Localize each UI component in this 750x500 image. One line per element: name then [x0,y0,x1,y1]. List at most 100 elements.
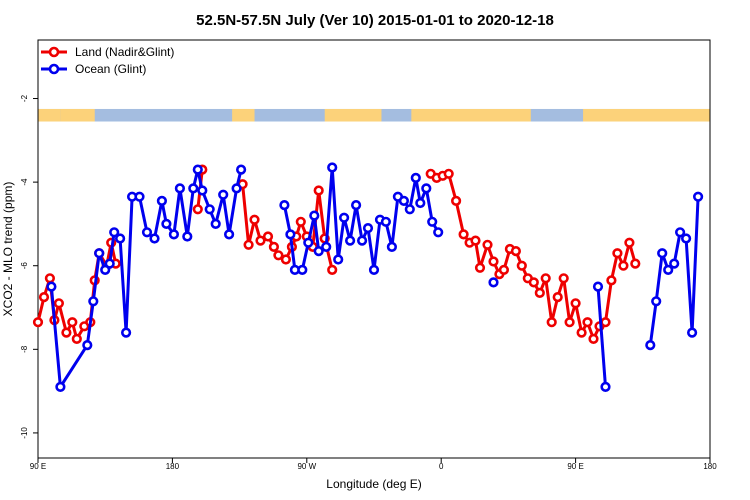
ocean-series-line [49,168,243,389]
land-data-point [630,258,641,269]
ocean-data-point [88,296,99,307]
ocean-data-point [309,210,320,221]
legend-land-marker [48,46,60,58]
x-tick-label: 90 E [30,462,46,471]
land-data-point [443,168,454,179]
ocean-data-point [415,197,426,209]
series-ocean [46,162,704,393]
land-data-point [552,292,563,303]
ocean-data-point [182,231,193,242]
ocean-data-point [321,241,332,252]
land-data-point [243,239,254,250]
x-axis: 90 E 180 90 W 0 90 E 180 [30,458,717,471]
band-land-fill [583,108,710,122]
ocean-data-point [410,172,421,183]
land-ocean-band [38,108,710,122]
y-tick-label: -10 [20,427,29,439]
ocean-series-line [648,196,700,346]
ocean-data-point [192,164,203,175]
x-axis-label: Longitude (deg E) [326,477,421,491]
y-tick-label: -6 [20,262,29,270]
ocean-data-point [46,281,57,292]
ocean-data-point [168,229,179,240]
land-data-point [624,237,635,248]
y-tick-label: -2 [20,94,29,102]
ocean-data-point [141,227,153,238]
ocean-data-point [114,233,126,244]
ocean-data-point [218,189,229,200]
ocean-data-point [645,340,656,351]
ocean-data-point [285,229,296,240]
land-data-point [249,214,260,225]
y-tick-label: -8 [20,345,29,353]
band-land-fill [411,108,531,122]
ocean-data-point [134,191,145,202]
land-data-point [53,298,65,309]
plot-frame [37,39,711,459]
land-data-point [71,333,82,345]
land-data-point [262,231,274,242]
land-data-point [255,235,266,246]
ocean-data-point [427,216,438,227]
ocean-data-point [327,162,338,173]
ocean-data-point [380,216,392,227]
land-data-point [558,273,569,284]
ocean-data-point [297,264,308,276]
ocean-data-point [357,235,368,246]
ocean-data-point [236,164,247,175]
ocean-data-point [104,258,115,269]
band-land-fill [232,108,255,122]
ocean-data-point [398,195,410,206]
legend-item-ocean: Ocean (Glint) [41,62,146,76]
ocean-data-point [345,235,356,246]
ocean-data-point [663,264,674,276]
land-data-point [534,287,545,299]
land-data-point [273,250,284,261]
ocean-data-point [368,264,380,276]
ocean-data-point [651,296,662,307]
ocean-data-point [55,381,66,393]
ocean-data-point [303,237,314,248]
x-tick-label: 0 [439,462,444,471]
land-data-point [546,317,557,328]
ocean-data-point [197,185,208,196]
y-axis-label: XCO2 - MLO trend (ppm) [1,182,15,317]
legend-land-label: Land (Nadir&Glint) [75,45,174,59]
land-data-point [570,298,581,309]
ocean-series-line [596,286,607,388]
series-layer [32,162,704,393]
ocean-data-point [279,200,290,211]
land-data-point [540,273,551,284]
ocean-data-point [686,327,698,338]
ocean-data-point [600,381,611,393]
ocean-data-point [161,218,172,229]
band-land-fill [324,108,382,122]
ocean-data-point [351,200,362,211]
band-land-fill [60,108,95,122]
y-axis: -2 -4 -6 -8 -10 [20,94,38,439]
ocean-data-point [231,183,242,194]
ocean-data-point [339,212,350,223]
land-data-point [516,260,527,271]
legend: Land (Nadir&Glint) Ocean (Glint) [41,45,174,76]
land-data-point [482,239,493,250]
ocean-data-point [94,248,105,259]
land-data-point [38,292,50,303]
land-data-point [44,273,56,284]
land-data-point [488,256,499,267]
ocean-data-point [386,241,398,252]
land-data-point [458,229,469,240]
ocean-data-point [404,204,415,215]
land-data-point [474,262,486,273]
land-data-point [67,317,78,328]
legend-ocean-label: Ocean (Glint) [75,62,146,76]
land-data-point [612,248,623,259]
land-data-point [313,185,324,196]
land-data-point [32,317,44,328]
ocean-data-point [210,218,221,229]
land-data-point [280,254,292,265]
land-data-point [295,216,306,227]
land-data-point [528,277,539,288]
land-data-point [600,317,611,328]
